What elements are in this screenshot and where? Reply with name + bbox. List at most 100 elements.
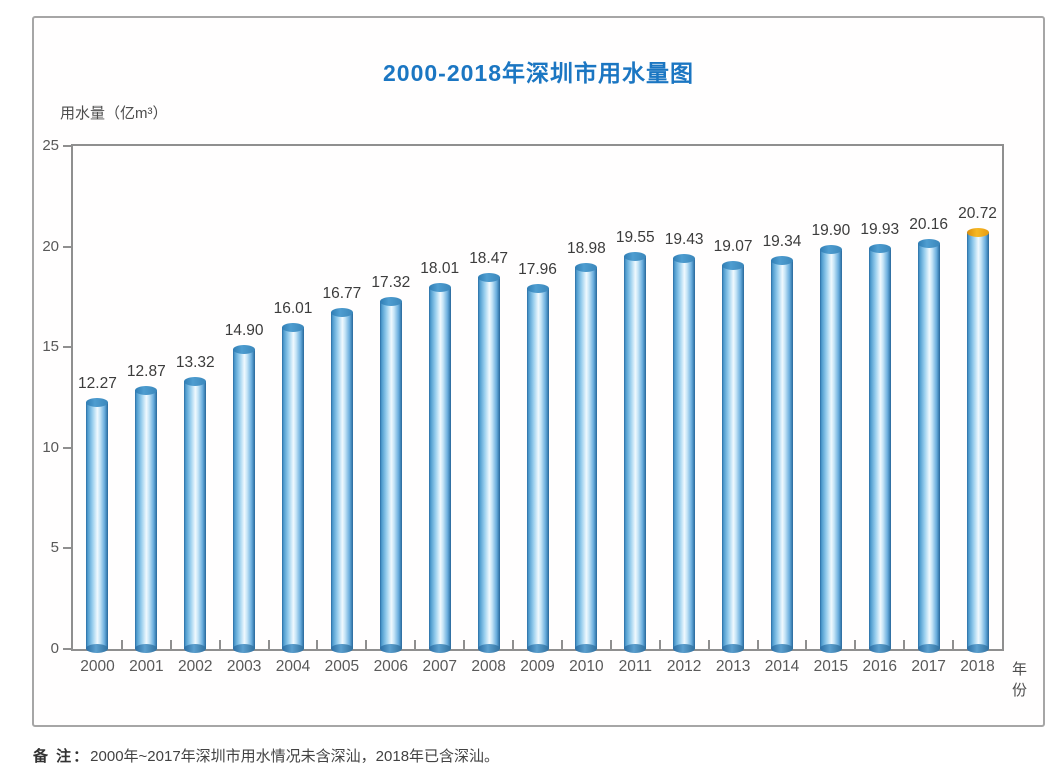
bar-value-label: 14.90 <box>224 322 264 340</box>
bar-top-cap <box>575 263 598 273</box>
x-axis-category-label: 2005 <box>324 658 360 675</box>
bar-bottom-cap <box>86 644 109 653</box>
bar-bottom-cap <box>135 644 158 653</box>
x-axis-tick <box>903 640 906 649</box>
y-axis-tick-label: 0 <box>50 640 59 657</box>
x-axis-category-label: 2017 <box>911 658 946 675</box>
bar-bottom-cap <box>477 644 500 653</box>
bar <box>282 326 305 649</box>
x-axis-category-label: 2007 <box>422 658 457 675</box>
bar-bottom-cap <box>330 644 353 653</box>
x-axis-category-label: 2009 <box>520 658 555 675</box>
bar-bottom-cap <box>379 644 402 653</box>
bar-value-label: 19.43 <box>664 231 704 249</box>
x-axis-tick <box>365 640 368 649</box>
bar-top-cap <box>819 244 842 254</box>
x-axis-category-label: 2014 <box>764 658 800 675</box>
x-axis-tick <box>560 640 563 649</box>
y-axis-tick <box>63 648 71 650</box>
bar-bottom-cap <box>526 644 549 653</box>
bar <box>819 248 842 649</box>
bar-top-cap <box>722 261 745 271</box>
bar-value-label: 16.77 <box>322 284 362 302</box>
chart-title: 2000-2018年深圳市用水量图 <box>383 60 694 86</box>
x-axis-tick <box>658 640 661 649</box>
bar-bottom-cap <box>770 644 793 653</box>
y-axis-tick <box>63 446 71 449</box>
bar-top-cap <box>624 251 647 261</box>
bar-top-cap <box>330 307 353 317</box>
bar-top-cap <box>868 244 891 253</box>
y-axis-tick <box>63 245 71 248</box>
chart-card: 2000-2018年深圳市用水量图 用水量（亿m³） 0 5 10 15 20 25 12.… <box>32 16 1045 727</box>
footnote: 备 注：2000年~2017年深圳市用水情况未含深汕，2018年已含深汕。 <box>33 745 499 766</box>
bar-bottom-cap <box>282 644 305 653</box>
x-axis-category-label: 2016 <box>862 658 897 675</box>
bar <box>184 381 207 649</box>
bar-bottom-cap <box>233 644 256 653</box>
bar-value-label: 12.27 <box>78 375 117 393</box>
x-axis-category-label: 2011 <box>618 658 652 675</box>
y-axis-tick <box>63 145 71 147</box>
bar-top-cap <box>184 377 207 386</box>
bar-value-label: 17.96 <box>518 260 557 278</box>
x-axis-tick <box>316 640 319 649</box>
plot-area: 0 5 10 15 20 25 12.27 2000 12.87 2001 13.32 2002 14.… <box>42 137 1027 699</box>
x-axis-tick <box>805 640 808 649</box>
x-axis-tick <box>756 640 759 649</box>
footnote-label: 备 注： <box>33 748 91 765</box>
bar <box>135 390 158 649</box>
bar-value-label: 18.47 <box>469 250 508 268</box>
x-axis-title: 年份 <box>1012 661 1028 699</box>
x-axis-category-label: 2015 <box>813 658 849 675</box>
x-axis-tick <box>218 640 221 649</box>
bar-value-label: 18.98 <box>566 240 606 258</box>
bar-bottom-cap <box>428 644 451 653</box>
x-axis-category-label: 2018 <box>960 658 995 675</box>
bar-bottom-cap <box>917 644 940 653</box>
bar-top-cap <box>379 296 402 306</box>
bar-top-cap <box>86 398 109 408</box>
bar-bottom-cap <box>673 644 696 653</box>
bar <box>917 243 940 649</box>
bar <box>477 277 500 649</box>
x-axis-tick <box>414 640 417 649</box>
x-axis-category-label: 2000 <box>80 658 115 675</box>
x-axis-tick <box>512 640 515 649</box>
x-axis-tick <box>267 640 270 649</box>
bar <box>233 349 256 649</box>
x-axis-tick <box>707 640 710 649</box>
bar-bottom-cap <box>184 644 207 653</box>
bar-value-label: 19.55 <box>615 228 655 246</box>
y-axis-unit-label: 用水量（亿m³） <box>60 105 168 122</box>
bar <box>624 255 647 649</box>
y-axis-tick-label: 25 <box>42 137 59 154</box>
y-axis-tick-label: 20 <box>42 237 59 255</box>
x-axis-category-label: 2002 <box>177 658 213 675</box>
x-axis-category-label: 2006 <box>373 658 409 675</box>
x-axis-tick <box>952 640 955 649</box>
x-axis-category-label: 2008 <box>471 658 506 675</box>
bar <box>673 258 696 649</box>
bar-bottom-cap <box>966 644 989 653</box>
bar-top-cap <box>477 273 500 283</box>
x-axis-tick <box>609 640 612 649</box>
x-axis-tick <box>120 640 123 649</box>
bar <box>86 402 109 649</box>
bar-top-cap <box>673 254 696 264</box>
y-axis-tick <box>63 547 71 550</box>
bar-top-cap <box>135 386 158 396</box>
bar <box>428 286 451 649</box>
bar-top-cap <box>233 345 256 355</box>
bar <box>575 267 598 649</box>
bar-top-cap <box>428 282 451 292</box>
bar-value-label: 19.90 <box>811 221 851 239</box>
bar-bottom-cap <box>624 644 647 653</box>
bar-bottom-cap <box>575 644 598 653</box>
bar <box>770 259 793 649</box>
bar-value-label: 18.01 <box>420 259 460 277</box>
x-axis-category-label: 2003 <box>226 658 262 675</box>
y-axis-tick <box>63 346 71 349</box>
x-axis-category-label: 2012 <box>666 658 702 675</box>
bar-value-label: 12.87 <box>126 363 166 381</box>
